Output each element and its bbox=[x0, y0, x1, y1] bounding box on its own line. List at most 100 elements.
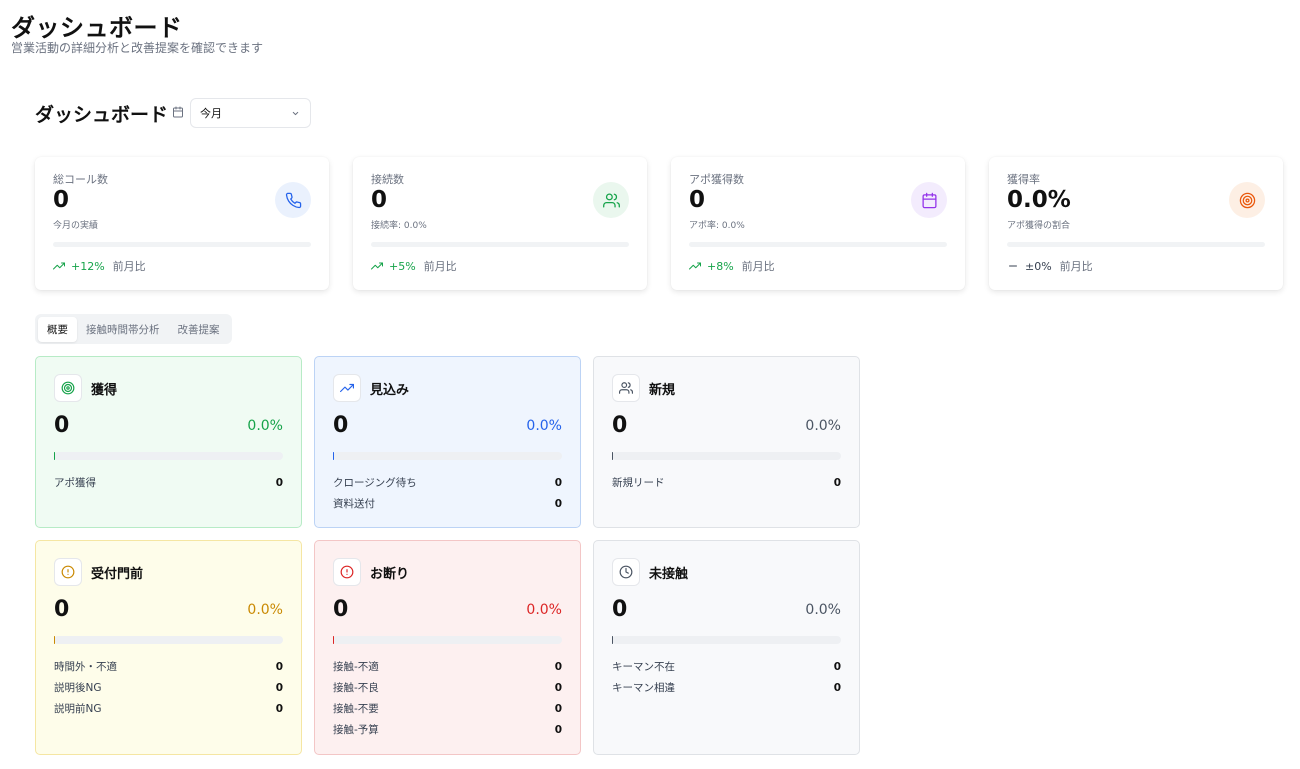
alert-circle-icon bbox=[61, 565, 75, 579]
category-title: 受付門前 bbox=[91, 566, 144, 582]
category-header: 未接触 bbox=[612, 558, 688, 586]
category-card: 新規 0 0.0% 新規リード 0 bbox=[593, 356, 860, 528]
category-row-value: 0 bbox=[833, 476, 841, 489]
clock-icon bbox=[619, 565, 633, 579]
category-row-label: 接触-不適 bbox=[333, 661, 379, 673]
category-row-label: 時間外・不適 bbox=[54, 661, 117, 673]
tab-list: 概要 接触時間帯分析 改善提案 bbox=[35, 314, 232, 344]
category-header: お断り bbox=[333, 558, 409, 586]
category-row-label: 接触-不良 bbox=[333, 682, 379, 694]
stat-value: 0.0% bbox=[1007, 187, 1071, 213]
stat-value: 0 bbox=[689, 187, 706, 213]
stat-label: 獲得率 bbox=[1007, 173, 1040, 186]
stat-sub: アポ獲得の割合 bbox=[1007, 221, 1071, 231]
stat-trend: +5% 前月比 bbox=[371, 258, 457, 274]
target-icon bbox=[1239, 192, 1255, 208]
category-title: 獲得 bbox=[91, 382, 118, 398]
users-icon bbox=[619, 382, 633, 394]
trend-compare: 前月比 bbox=[1059, 260, 1093, 273]
trend-value: +12% bbox=[71, 259, 105, 273]
category-icon-badge bbox=[54, 558, 82, 586]
category-row-value: 0 bbox=[833, 660, 841, 673]
stat-card: アポ獲得数 0 アポ率: 0.0% +8% 前月比 bbox=[671, 157, 965, 290]
tab-overview[interactable]: 概要 bbox=[38, 316, 77, 342]
calendar-icon bbox=[921, 192, 937, 208]
trend-compare: 前月比 bbox=[423, 260, 457, 273]
category-card: お断り 0 0.0% 接触-不適 0 接触-不良 0 接触-不要 0 接触-予算 0 bbox=[314, 540, 581, 755]
category-progress-bar bbox=[612, 452, 841, 460]
category-count: 0 bbox=[54, 597, 70, 622]
trend-value: +5% bbox=[389, 259, 416, 273]
stat-card: 接続数 0 接続率: 0.0% +5% 前月比 bbox=[353, 157, 647, 290]
stat-value: 0 bbox=[53, 187, 70, 213]
category-progress-fill bbox=[54, 636, 55, 644]
category-row-value: 0 bbox=[275, 702, 283, 715]
tab-improvement-suggestions[interactable]: 改善提案 bbox=[177, 323, 220, 336]
category-row-value: 0 bbox=[554, 497, 562, 510]
category-row-label: 資料送付 bbox=[333, 498, 375, 510]
chevron-down-icon bbox=[292, 111, 299, 116]
category-row-label: 新規リード bbox=[612, 477, 665, 489]
category-progress-bar bbox=[333, 452, 562, 460]
category-progress-bar bbox=[54, 452, 283, 460]
alert-circle-icon bbox=[340, 565, 354, 579]
category-row-value: 0 bbox=[554, 660, 562, 673]
category-row: 新規リード 0 bbox=[612, 472, 841, 493]
stat-card: 獲得率 0.0% アポ獲得の割合 ±0% 前月比 bbox=[989, 157, 1283, 290]
trending-up-icon bbox=[53, 262, 65, 270]
category-header: 新規 bbox=[612, 374, 675, 402]
category-row-label: 説明後NG bbox=[54, 682, 102, 694]
category-row: アポ獲得 0 bbox=[54, 472, 283, 493]
stat-card: 総コール数 0 今月の実績 +12% 前月比 bbox=[35, 157, 329, 290]
category-count: 0 bbox=[612, 413, 628, 438]
period-select[interactable]: 今月 bbox=[190, 98, 311, 128]
stat-trend: ±0% 前月比 bbox=[1007, 258, 1093, 274]
category-card: 見込み 0 0.0% クロージング待ち 0 資料送付 0 bbox=[314, 356, 581, 528]
trending-up-icon bbox=[340, 383, 354, 393]
stat-icon-badge bbox=[911, 182, 947, 218]
category-rows: クロージング待ち 0 資料送付 0 bbox=[333, 472, 562, 514]
category-progress-bar bbox=[612, 636, 841, 644]
category-row-value: 0 bbox=[275, 476, 283, 489]
stat-progress-bar bbox=[1007, 242, 1265, 247]
stat-progress-bar bbox=[371, 242, 629, 247]
users-icon bbox=[602, 192, 620, 208]
tab-contact-time-analysis[interactable]: 接触時間帯分析 bbox=[86, 323, 160, 336]
category-count: 0 bbox=[612, 597, 628, 622]
trend-compare: 前月比 bbox=[112, 260, 146, 273]
category-row: 接触-予算 0 bbox=[333, 719, 562, 740]
category-card: 獲得 0 0.0% アポ獲得 0 bbox=[35, 356, 302, 528]
category-title: 見込み bbox=[370, 382, 410, 398]
category-row: キーマン相違 0 bbox=[612, 677, 841, 698]
category-percent: 0.0% bbox=[805, 418, 841, 434]
category-row-value: 0 bbox=[275, 681, 283, 694]
target-icon bbox=[61, 381, 75, 395]
category-count: 0 bbox=[333, 413, 349, 438]
category-row: 説明前NG 0 bbox=[54, 698, 283, 719]
category-progress-bar bbox=[54, 636, 283, 644]
category-percent: 0.0% bbox=[247, 418, 283, 434]
category-header: 見込み bbox=[333, 374, 409, 402]
stat-progress-bar bbox=[53, 242, 311, 247]
category-progress-fill bbox=[54, 452, 55, 460]
category-row-value: 0 bbox=[275, 660, 283, 673]
page-subtitle: 営業活動の詳細分析と改善提案を確認できます bbox=[11, 41, 264, 55]
category-rows: 新規リード 0 bbox=[612, 472, 841, 493]
category-progress-bar bbox=[333, 636, 562, 644]
stat-trend: +12% 前月比 bbox=[53, 258, 146, 274]
phone-icon bbox=[285, 192, 301, 208]
stat-sub: アポ率: 0.0% bbox=[689, 221, 745, 231]
category-icon-badge bbox=[333, 374, 361, 402]
stat-trend: +8% 前月比 bbox=[689, 258, 775, 274]
stat-value: 0 bbox=[371, 187, 388, 213]
trend-compare: 前月比 bbox=[741, 260, 775, 273]
category-row: 接触-不要 0 bbox=[333, 698, 562, 719]
category-row: 接触-不良 0 bbox=[333, 677, 562, 698]
category-row-value: 0 bbox=[554, 702, 562, 715]
trend-value: +8% bbox=[707, 259, 734, 273]
category-icon-badge bbox=[612, 374, 640, 402]
stat-sub: 接続率: 0.0% bbox=[371, 221, 427, 231]
category-row: 資料送付 0 bbox=[333, 493, 562, 514]
category-header: 獲得 bbox=[54, 374, 117, 402]
stat-progress-bar bbox=[689, 242, 947, 247]
